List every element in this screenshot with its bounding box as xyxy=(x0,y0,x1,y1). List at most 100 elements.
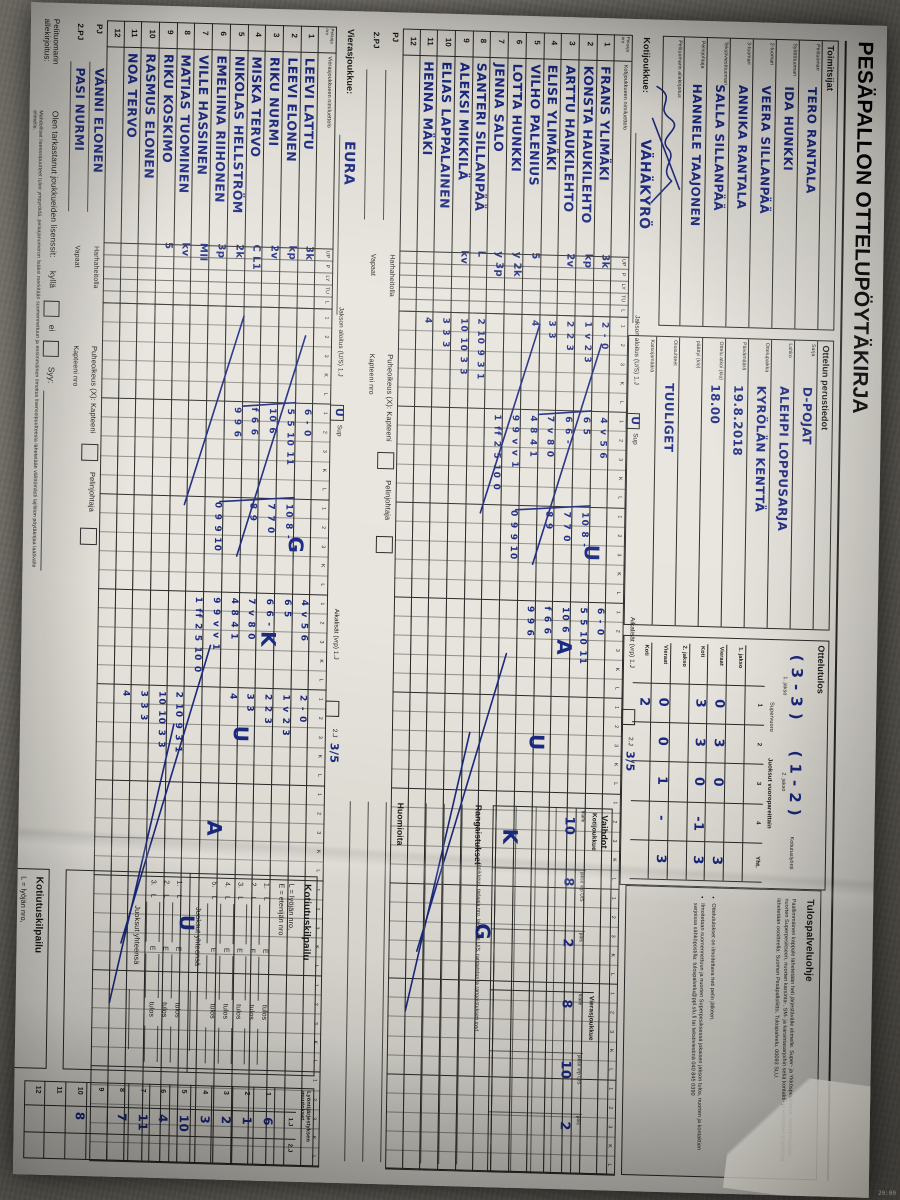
player-no-header: Pelaaja nro xyxy=(325,28,335,44)
player-stat-header: LY xyxy=(619,283,626,290)
home-kapteeni-nro-label: Kapteeni nro xyxy=(367,353,375,395)
result-cell: 0 xyxy=(710,777,726,788)
officials-heading: Toimitsijat xyxy=(825,45,836,92)
score-entry: 6 6 - xyxy=(562,416,573,445)
player-number: 6 xyxy=(514,39,524,45)
away-team-name: EURA xyxy=(340,140,358,186)
player-stat-header: UP xyxy=(324,250,331,259)
player-name: NIKOLAS HELLSTRÖM xyxy=(229,55,248,214)
page-title: PESÄPALLON OTTELUPÖYTÄKIRJA xyxy=(847,41,877,415)
away-kapteeni-checkbox[interactable] xyxy=(81,443,99,462)
result-col-header: 4 xyxy=(754,821,761,825)
license-yes-checkbox[interactable] xyxy=(43,300,60,318)
player-name: NOA TERVO xyxy=(124,52,141,139)
score-entry: 0 9 9 10 xyxy=(211,501,223,553)
entry-line xyxy=(171,902,174,943)
player-mark: C L1 xyxy=(250,244,262,271)
aikalisat-label: Aikalisät (vrp) 1.J xyxy=(627,616,636,669)
batting-order-row[interactable]: 5 10 xyxy=(169,1084,192,1163)
player-stat-header: UP xyxy=(620,258,627,267)
license-no-checkbox[interactable] xyxy=(42,340,60,357)
entry-tulos-label: tulos xyxy=(160,1002,168,1018)
match-info-row: Päivämäärä 19.8.2018 xyxy=(721,338,750,628)
entry-line xyxy=(231,956,234,1001)
player-number: 11 xyxy=(426,37,436,47)
score-entry: 6 5 xyxy=(281,599,292,619)
batting-order-row[interactable]: 7 11 xyxy=(127,1083,150,1162)
home-kapteeni-checkbox[interactable] xyxy=(377,451,395,470)
service-guide-heading: Tulospalveluohje xyxy=(803,898,816,982)
officials-row: Tekstiviestituomari SALLA SILLANPÄÄ xyxy=(703,38,731,327)
officials-row-label: Pelituomarin allekirjoitus xyxy=(675,40,683,98)
result-cell: - xyxy=(653,814,669,822)
match-info-row: Lohko ALEHPI LOPPUSARJA xyxy=(767,339,796,629)
subs-home-label: Kotijoukkue xyxy=(590,812,598,851)
result-col-header: 1 xyxy=(756,703,763,708)
home-pelinjohtaja-label: Pelinjohtaja xyxy=(383,480,393,521)
player-no-header: Pelaaja nro xyxy=(620,36,631,53)
batting-order-row[interactable]: 12 xyxy=(23,1080,46,1159)
inning-col-header: 3 xyxy=(615,553,622,557)
inning-col-header: 3 xyxy=(318,640,325,644)
entry-e-label: E xyxy=(161,946,169,952)
player-number: 1 xyxy=(307,33,317,39)
photo-timestamp: 20:00 xyxy=(877,1190,896,1197)
entry-e-label: E xyxy=(261,948,269,954)
subs-divider xyxy=(487,1111,582,1115)
entry-e-label: E xyxy=(209,947,217,953)
service-guide-bullet: • Ottelutulokset on ilmoitettava heti pel… xyxy=(705,896,716,1168)
player-name: ELISE YLIMÄKI xyxy=(543,64,561,172)
result-cell: 0 xyxy=(655,697,671,708)
subs-divider xyxy=(489,989,594,994)
inning-col-header: 2 xyxy=(321,430,328,434)
score-entry: 8 9 xyxy=(247,502,258,523)
kotiutuskilpailu-legend-l: L = lyöjän nro, xyxy=(286,883,297,931)
batting-order-row[interactable]: 9 xyxy=(85,1082,109,1161)
batting-order-row[interactable]: 10 8 xyxy=(65,1081,88,1161)
entry-line xyxy=(244,956,247,1001)
entry-tulos-label: tulos xyxy=(260,1004,268,1021)
subs-col-header: tilalle xyxy=(576,993,582,1006)
subs-value: 10 xyxy=(557,1060,573,1080)
away-pelinjohtaja-checkbox[interactable] xyxy=(79,527,98,546)
player-name-header: Vierasjoukkueen nimiluettelo xyxy=(325,56,333,128)
bullet-icon: • xyxy=(709,896,716,899)
entry-number: 3. xyxy=(149,879,157,886)
aikalisat-box[interactable] xyxy=(621,708,636,726)
match-info-row-value: TUULIGET xyxy=(661,382,677,453)
entry-e-label: E xyxy=(235,948,243,954)
bullet-icon: • xyxy=(698,896,705,899)
match-info-row-value: 19.8.2018 xyxy=(730,384,746,457)
result-row-label: 1. jakso xyxy=(737,647,744,669)
score-entry: 2 10 9 3 1 xyxy=(474,318,486,381)
score-entry: 0 9 9 10 xyxy=(507,509,519,561)
aikalisat-box[interactable] xyxy=(325,700,340,717)
result-cell: 0 xyxy=(654,736,670,747)
player-number: 4 xyxy=(254,32,264,38)
batting-order-no: 3 xyxy=(222,1090,230,1095)
inning-col-header: 3 xyxy=(322,354,329,358)
entry-number: 2. xyxy=(162,880,170,887)
player-name: VILLE HASSINEN xyxy=(194,54,212,176)
inning-col-header: 1 xyxy=(323,316,330,320)
home-pelinjohtaja-checkbox[interactable] xyxy=(375,535,393,554)
player-number: 1 xyxy=(603,42,613,47)
batting-order-no: 5 xyxy=(180,1089,188,1094)
batting-order-row[interactable]: 11 xyxy=(44,1080,67,1160)
entry-number: 1. xyxy=(262,882,270,890)
inning-col-header: 1 xyxy=(317,697,324,701)
player-name: RIKU KOSKIMO xyxy=(159,53,177,164)
away-pelinjohtaja-label: Pelinjohtaja xyxy=(87,471,97,513)
subs-value: 2 xyxy=(556,1121,572,1132)
inning-col-header: 2 xyxy=(315,812,322,816)
score-entry: 4 xyxy=(528,319,539,328)
player-name: SANTERI SILLANPÄÄ xyxy=(472,62,490,212)
result-cell: 3 xyxy=(692,737,708,748)
score-entry: 4 xyxy=(120,689,131,698)
